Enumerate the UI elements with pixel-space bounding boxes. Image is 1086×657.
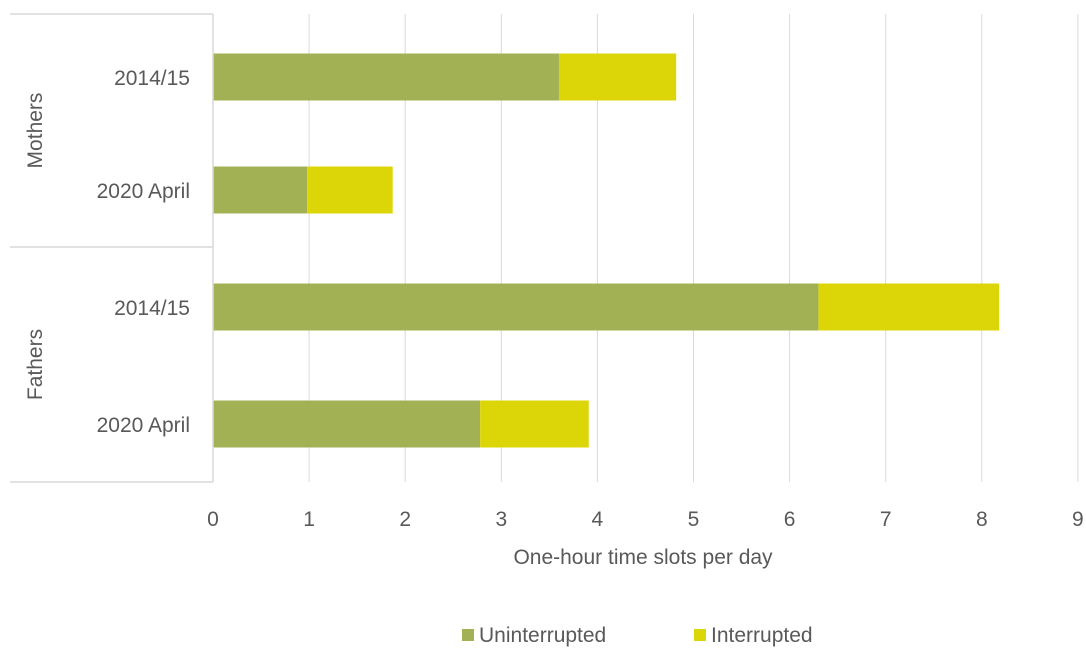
bar-interrupted	[480, 400, 589, 448]
x-tick-label: 3	[495, 508, 507, 531]
bar-interrupted	[818, 283, 1000, 331]
bar-uninterrupted	[213, 53, 559, 101]
x-tick-label: 5	[688, 508, 700, 531]
legend: Uninterrupted Interrupted	[462, 624, 813, 647]
x-tick-label: 8	[976, 508, 988, 531]
category-label: 2014/15	[114, 67, 190, 90]
bar-interrupted	[307, 166, 393, 214]
x-tick-label: 9	[1072, 508, 1084, 531]
x-tick-label: 2	[399, 508, 411, 531]
x-tick-label: 7	[880, 508, 892, 531]
bars	[213, 53, 1000, 448]
category-label: 2014/15	[114, 297, 190, 320]
x-tick-label: 1	[303, 508, 315, 531]
bar-uninterrupted	[213, 400, 481, 448]
legend-swatch-uninterrupted	[462, 629, 474, 641]
group-label: Mothers	[24, 93, 47, 169]
legend-label-interrupted: Interrupted	[711, 624, 813, 647]
legend-label-uninterrupted: Uninterrupted	[479, 624, 606, 647]
category-label: 2020 April	[97, 414, 190, 437]
bar-uninterrupted	[213, 283, 819, 331]
legend-swatch-interrupted	[694, 629, 706, 641]
x-axis-title: One-hour time slots per day	[513, 546, 773, 569]
axes: 0 1 2 3 4 5 6 7 8 9 Mothers 2014/15 2020 April Father…	[10, 13, 1084, 531]
bar-uninterrupted	[213, 166, 308, 214]
category-label: 2020 April	[97, 180, 190, 203]
bar-interrupted	[558, 53, 677, 101]
x-tick-label: 0	[207, 508, 219, 531]
x-tick-label: 4	[592, 508, 604, 531]
x-tick-label: 6	[784, 508, 796, 531]
group-label: Fathers	[24, 329, 47, 400]
